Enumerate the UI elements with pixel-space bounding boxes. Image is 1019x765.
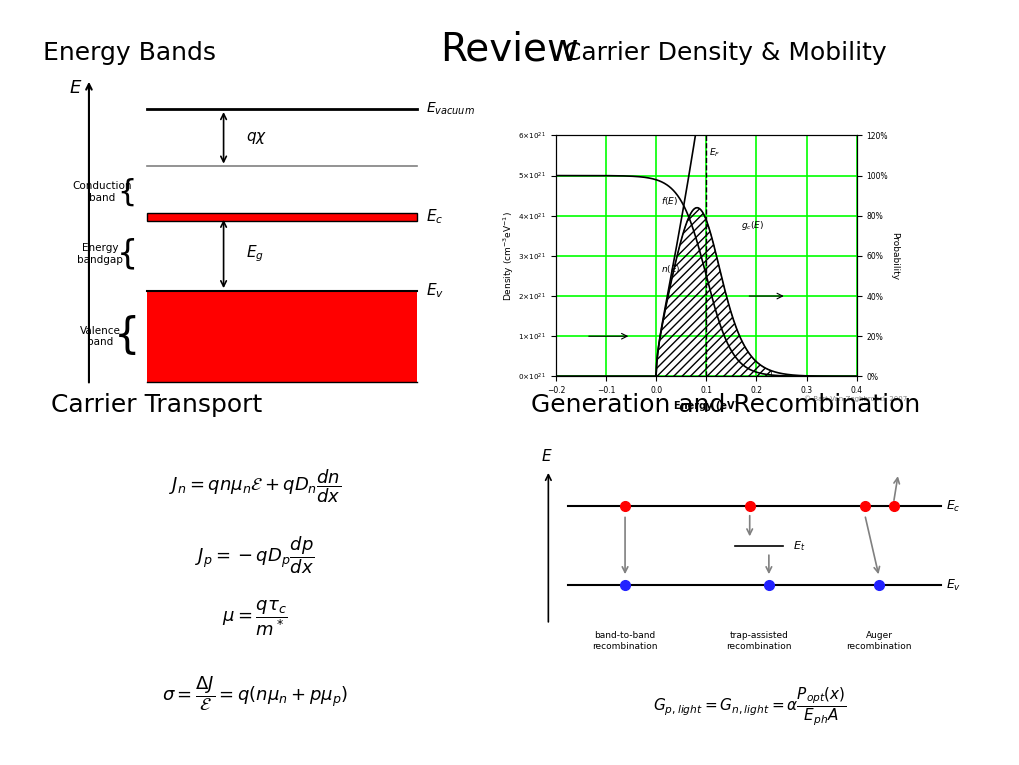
Text: {: { — [116, 237, 138, 271]
Text: $E_g$: $E_g$ — [246, 244, 264, 264]
Text: Carrier Transport: Carrier Transport — [51, 393, 262, 418]
Y-axis label: Probability: Probability — [890, 232, 899, 280]
Bar — [147, 213, 416, 221]
Text: Carrier Density & Mobility: Carrier Density & Mobility — [564, 41, 887, 66]
Text: Auger
recombination: Auger recombination — [846, 631, 911, 651]
Text: $E_v$: $E_v$ — [425, 282, 443, 301]
Text: band-to-band
recombination: band-to-band recombination — [592, 631, 657, 651]
Text: $J_n = qn\mu_n \mathcal{E} + qD_n \dfrac{dn}{dx}$: $J_n = qn\mu_n \mathcal{E} + qD_n \dfrac… — [169, 467, 340, 506]
Text: Energy Bands: Energy Bands — [43, 41, 216, 66]
Text: $E_c$: $E_c$ — [946, 499, 960, 514]
Text: $E_{vacuum}$: $E_{vacuum}$ — [425, 101, 474, 118]
Bar — [147, 291, 416, 382]
Text: $J_p = -qD_p \dfrac{dp}{dx}$: $J_p = -qD_p \dfrac{dp}{dx}$ — [195, 535, 315, 577]
Text: Energy
bandgap: Energy bandgap — [77, 243, 123, 265]
Text: Generation and Recombination: Generation and Recombination — [531, 393, 919, 418]
Text: $E_t$: $E_t$ — [792, 539, 804, 552]
Text: Valence
band: Valence band — [79, 326, 120, 347]
Text: $n(E)$: $n(E)$ — [660, 263, 681, 275]
Text: $q\chi$: $q\chi$ — [246, 130, 267, 146]
Text: $f(E)$: $f(E)$ — [660, 194, 678, 207]
X-axis label: Energy (eV): Energy (eV) — [674, 401, 738, 411]
Text: $E$: $E$ — [68, 79, 83, 97]
Text: {: { — [117, 177, 137, 207]
Text: $E_v$: $E_v$ — [946, 578, 961, 593]
Text: $E_c$: $E_c$ — [425, 207, 442, 226]
Text: Review: Review — [440, 31, 579, 69]
Text: $E_F$: $E_F$ — [708, 146, 719, 159]
Y-axis label: Density (cm$^{-3}$eV$^{-1}$): Density (cm$^{-3}$eV$^{-1}$) — [500, 211, 515, 301]
Text: $\sigma{=}\dfrac{\Delta J}{\mathcal{E}} = q(n\mu_n + p\mu_p)$: $\sigma{=}\dfrac{\Delta J}{\mathcal{E}} … — [162, 675, 347, 713]
Text: Conduction
band: Conduction band — [72, 181, 132, 203]
Text: $E$: $E$ — [541, 448, 552, 464]
Text: {: { — [114, 315, 141, 357]
Text: $\mu = \dfrac{q\tau_c}{m^*}$: $\mu = \dfrac{q\tau_c}{m^*}$ — [222, 598, 287, 638]
Text: trap-assisted
recombination: trap-assisted recombination — [726, 631, 792, 651]
Text: $g_c(E)$: $g_c(E)$ — [741, 219, 764, 232]
Text: $G_{p,light} = G_{n,light} = \alpha \dfrac{P_{opt}(x)}{E_{ph}A}$: $G_{p,light} = G_{n,light} = \alpha \dfr… — [652, 686, 846, 728]
Text: © Bart Van Zeghbroeck 2007: © Bart Van Zeghbroeck 2007 — [803, 396, 906, 402]
